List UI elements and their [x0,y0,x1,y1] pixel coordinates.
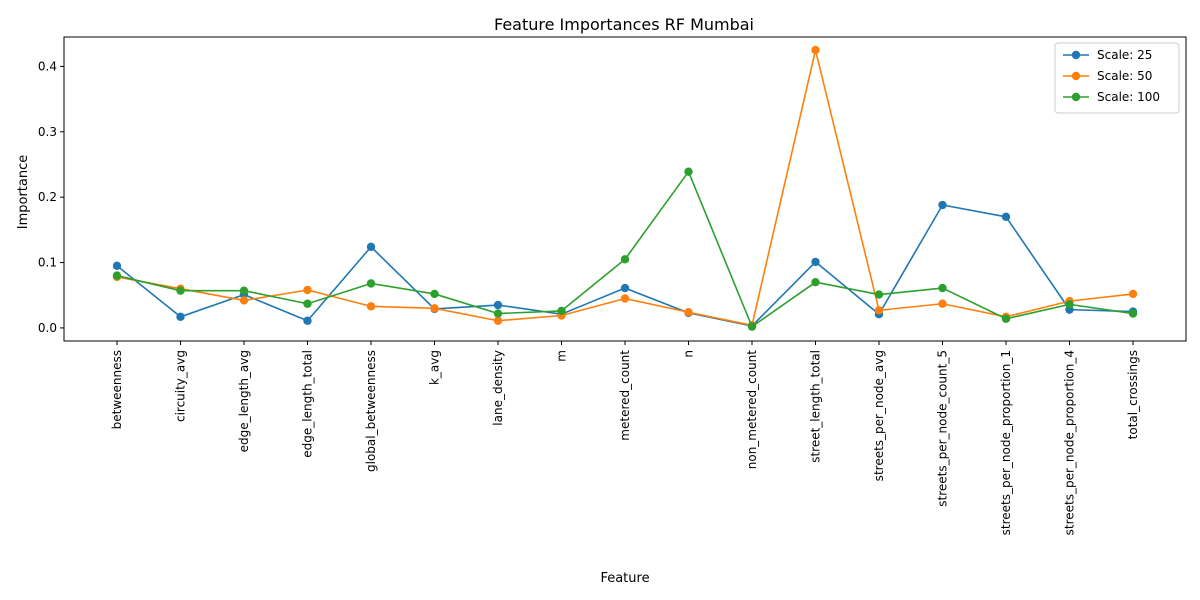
data-point [811,257,820,267]
x-tick-label: circuity_avg [174,350,188,422]
data-point [493,309,503,318]
data-point [112,271,122,280]
data-point [493,300,503,310]
data-point [620,255,630,264]
x-tick-label: global_betweenness [364,350,378,472]
x-tick-label: m [555,350,569,362]
data-point [1001,314,1011,323]
legend-marker [1071,71,1081,81]
data-point [811,277,820,287]
chart-title: Feature Importances RF Mumbai [494,15,754,34]
data-point [176,286,185,295]
x-tick-label: edge_length_avg [237,350,251,452]
x-tick-label: non_metered_count [745,350,759,470]
data-point [112,261,122,271]
data-point [366,302,376,311]
data-point [303,299,312,308]
legend-label: Scale: 50 [1097,69,1152,83]
data-point [684,167,693,176]
data-point [1128,309,1138,318]
y-axis-label: Importance [16,155,31,230]
x-tick-label: edge_length_total [301,350,315,458]
legend-marker [1071,50,1081,60]
data-point [303,316,312,325]
y-tick-label: 0.2 [38,190,57,204]
legend-item: Scale: 100 [1063,90,1160,104]
data-point [366,242,376,252]
data-point [366,279,376,288]
data-point [176,312,185,322]
y-tick-label: 0.0 [38,321,57,335]
data-point [874,290,884,299]
x-tick-label: total_crossings [1126,350,1140,439]
x-axis-label: Feature [600,571,649,586]
series-3 [112,167,1138,331]
x-tick-label: streets_per_node_count_5 [936,350,950,507]
data-point [303,285,312,295]
data-point [747,322,757,331]
x-tick-label: betweenness [110,350,124,429]
x-tick-label: streets_per_node_avg [872,350,886,481]
x-tick-label: street_length_total [809,350,823,463]
x-tick-label: metered_count [618,350,632,441]
data-point [430,289,439,299]
x-tick-label: n [682,350,696,358]
data-point [1128,289,1138,299]
data-point [938,283,947,293]
data-point [811,45,820,55]
x-axis-ticks: betweenness circuity_avg edge_length_avg ed… [110,341,1140,535]
legend: Scale: 25 Scale: 50 Scale: 100 [1054,42,1180,114]
data-point [493,316,503,325]
y-tick-label: 0.1 [38,256,57,270]
data-point [620,294,630,303]
legend-item: Scale: 50 [1063,69,1152,83]
data-point [430,304,439,313]
legend-item: Scale: 25 [1063,48,1152,62]
legend-label: Scale: 100 [1097,90,1160,104]
data-point [239,286,249,295]
x-tick-label: streets_per_node_proportion_4 [1063,350,1077,535]
data-point [1065,300,1074,309]
data-point [684,308,693,317]
legend-box [1054,42,1180,114]
y-tick-label: 0.4 [38,59,57,73]
data-point [557,306,566,316]
legend-label: Scale: 25 [1097,48,1152,62]
data-point [874,306,884,315]
data-point [938,299,947,308]
series-lines [112,45,1138,331]
plot-area-frame [63,36,1187,342]
y-tick-label: 0.3 [38,125,57,139]
data-point [239,296,249,305]
data-point [1001,212,1011,221]
x-tick-label: lane_density [491,350,505,426]
x-tick-label: k_avg [428,350,442,385]
x-tick-label: streets_per_node_proportion_1 [999,350,1013,535]
data-point [938,200,947,210]
data-point [620,283,630,293]
y-axis-ticks: 0.0 0.1 0.2 0.3 0.4 [38,59,64,335]
legend-marker [1071,92,1081,102]
